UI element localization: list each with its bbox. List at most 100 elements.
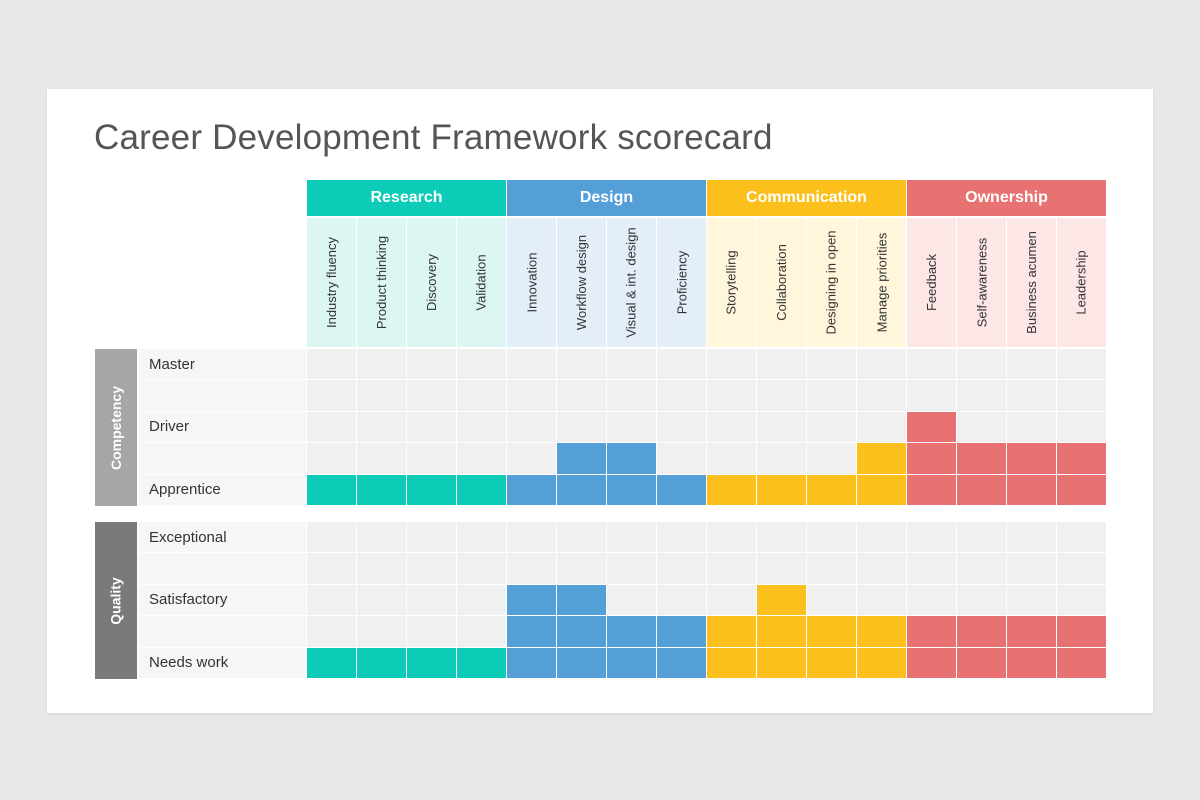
level-label-label: Master — [149, 355, 195, 373]
score-cell-empty — [857, 411, 906, 443]
level-label-label: Exceptional — [149, 528, 227, 546]
score-cell-empty — [707, 443, 756, 474]
score-cell-filled — [607, 647, 656, 678]
score-cell-filled — [1057, 474, 1106, 505]
score-cell-filled — [707, 647, 756, 678]
score-cell-empty — [657, 349, 706, 380]
skill-header: Visual & int. design — [607, 218, 656, 347]
score-cell-empty — [407, 349, 456, 380]
score-cell-empty — [1057, 411, 1106, 443]
score-cell-filled — [907, 411, 956, 443]
score-cell-filled — [557, 584, 606, 616]
score-cell-filled — [757, 647, 806, 678]
score-cell-empty — [557, 522, 606, 553]
score-cell-empty — [807, 553, 856, 584]
score-cell-filled — [507, 474, 556, 505]
category-header-communication: Communication — [707, 180, 906, 216]
score-cell-empty — [507, 349, 556, 380]
score-cell-empty — [607, 522, 656, 553]
score-cell-empty — [657, 411, 706, 443]
skill-header-label: Product thinking — [374, 235, 390, 330]
score-cell-filled — [607, 443, 656, 474]
score-cell-empty — [707, 553, 756, 584]
skill-header-label: Manage priorities — [874, 232, 889, 333]
score-cell-empty — [557, 411, 606, 443]
skill-header-label: Proficiency — [674, 250, 690, 315]
score-cell-empty — [507, 522, 556, 553]
score-cell-empty — [1057, 349, 1106, 380]
skill-header: Collaboration — [757, 218, 806, 347]
score-cell-empty — [707, 584, 756, 616]
level-label: Driver — [139, 411, 306, 443]
score-cell-filled — [507, 647, 556, 678]
level-label: Apprentice — [139, 474, 306, 505]
level-label: Exceptional — [139, 522, 306, 553]
category-header-research-label: Research — [370, 189, 443, 206]
level-label — [139, 616, 306, 647]
category-header-ownership: Ownership — [907, 180, 1106, 216]
score-cell-empty — [857, 553, 906, 584]
page-title: Career Development Framework scorecard — [94, 118, 773, 157]
skill-header: Feedback — [907, 218, 956, 347]
category-header-communication-label: Communication — [746, 189, 867, 206]
score-cell-filled — [1007, 474, 1056, 505]
score-cell-empty — [657, 443, 706, 474]
score-cell-empty — [907, 380, 956, 411]
score-cell-filled — [907, 647, 956, 678]
score-cell-empty — [457, 411, 506, 443]
skill-header: Industry fluency — [307, 218, 356, 347]
score-cell-empty — [757, 522, 806, 553]
score-cell-filled — [457, 647, 506, 678]
score-cell-empty — [1057, 380, 1106, 411]
score-cell-empty — [857, 349, 906, 380]
score-cell-empty — [607, 380, 656, 411]
skill-header: Manage priorities — [857, 218, 906, 347]
skill-header-label: Self-awareness — [974, 237, 990, 328]
score-cell-empty — [907, 584, 956, 616]
score-cell-empty — [707, 411, 756, 443]
category-header-design: Design — [507, 180, 706, 216]
skill-header-label: Discovery — [424, 253, 440, 312]
score-cell-filled — [507, 616, 556, 647]
skill-header: Discovery — [407, 218, 456, 347]
score-cell-empty — [1057, 522, 1106, 553]
score-cell-filled — [1007, 647, 1056, 678]
score-cell-filled — [657, 474, 706, 505]
score-cell-filled — [507, 584, 556, 616]
score-cell-empty — [657, 380, 706, 411]
score-cell-empty — [957, 553, 1006, 584]
score-cell-empty — [357, 380, 406, 411]
score-cell-empty — [407, 553, 456, 584]
skill-header: Workflow design — [557, 218, 606, 347]
skill-header: Business acumen — [1007, 218, 1056, 347]
score-cell-filled — [857, 647, 906, 678]
score-cell-empty — [807, 349, 856, 380]
score-cell-filled — [1007, 443, 1056, 474]
score-cell-empty — [357, 553, 406, 584]
score-cell-empty — [807, 411, 856, 443]
score-cell-empty — [307, 584, 356, 616]
score-cell-empty — [307, 443, 356, 474]
score-cell-empty — [807, 584, 856, 616]
score-cell-filled — [907, 616, 956, 647]
score-cell-empty — [757, 380, 806, 411]
section-label-competency: Competency — [95, 349, 137, 506]
score-cell-filled — [557, 616, 606, 647]
score-cell-empty — [657, 553, 706, 584]
section-label-quality-label: Quality — [108, 576, 124, 625]
score-cell-filled — [707, 616, 756, 647]
score-cell-filled — [1057, 647, 1106, 678]
score-cell-empty — [307, 411, 356, 443]
score-cell-empty — [407, 522, 456, 553]
score-cell-filled — [957, 616, 1006, 647]
level-label — [139, 380, 306, 411]
score-cell-filled — [557, 647, 606, 678]
skill-header-label: Workflow design — [574, 234, 590, 331]
score-cell-filled — [357, 647, 406, 678]
score-cell-empty — [357, 522, 406, 553]
score-cell-empty — [1057, 553, 1106, 584]
level-label-label: Satisfactory — [149, 591, 228, 609]
score-cell-filled — [407, 474, 456, 505]
score-cell-empty — [507, 553, 556, 584]
score-cell-filled — [757, 474, 806, 505]
